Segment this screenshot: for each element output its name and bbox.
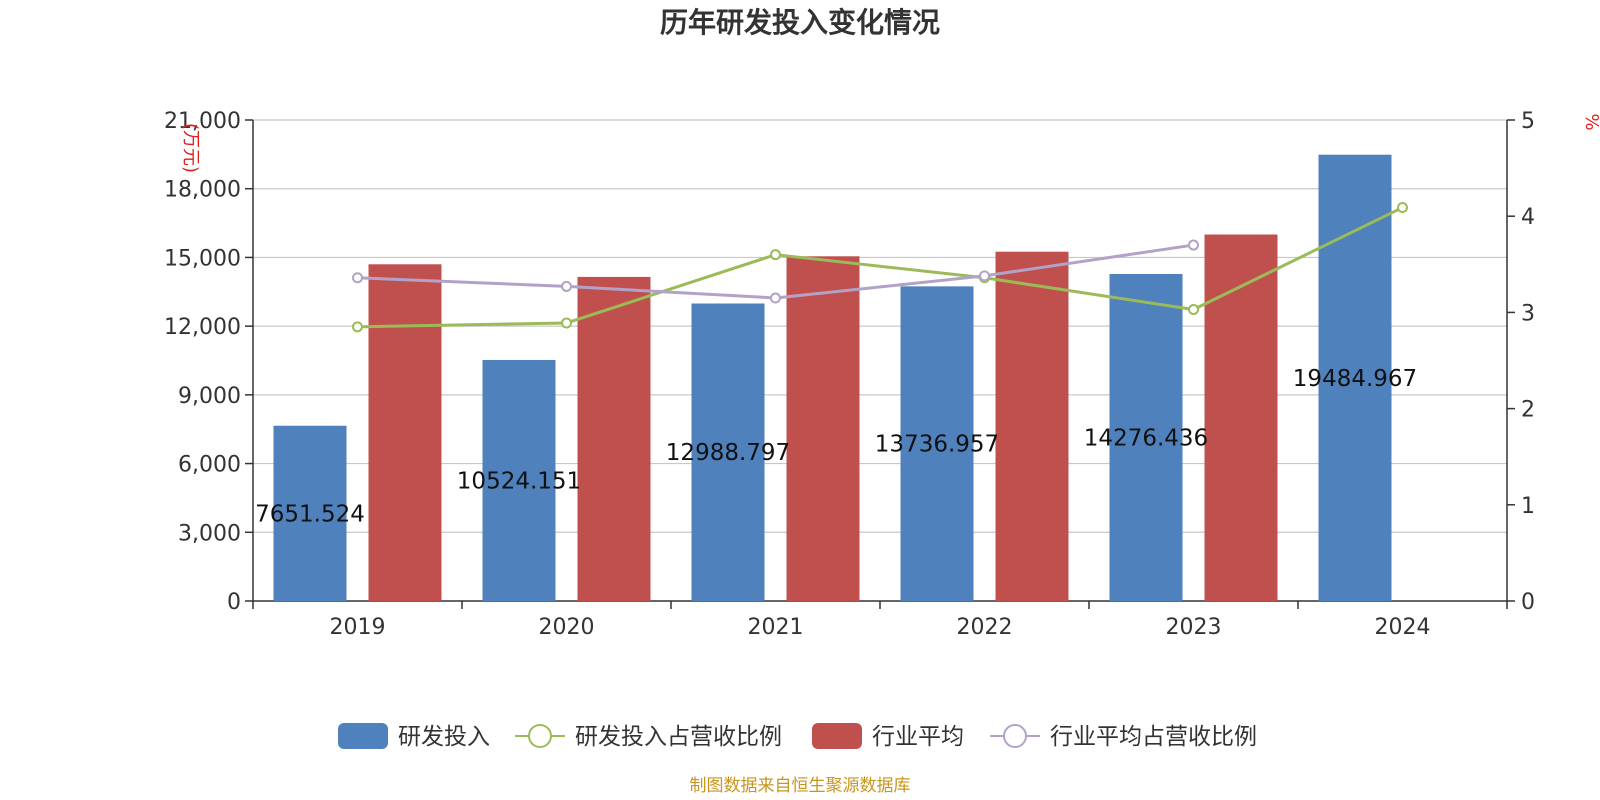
chart-title: 历年研发投入变化情况 [660,6,940,39]
data-label: 12988.797 [666,440,790,466]
x-tick-label: 2024 [1375,615,1431,640]
data-label: 14276.436 [1084,426,1208,452]
legend: 研发投入 研发投入占营收比例 行业平均 行业平均占营收比例 [338,723,1257,750]
bar-industry [786,256,860,601]
legend-label: 研发投入占营收比例 [575,724,782,750]
line-point [352,321,363,333]
lines [352,202,1408,333]
legend-swatch [812,723,862,749]
legend-swatch [338,723,388,749]
bar-rd [273,425,347,601]
right-tick-label: 3 [1521,301,1535,326]
bar-rd [482,359,556,601]
left-tick-label: 15,000 [164,246,241,271]
bar-rd [691,303,765,601]
legend-label: 行业平均 [872,724,964,750]
bar-industry [368,264,442,601]
line-point [1397,202,1408,214]
right-tick-label: 5 [1521,109,1535,134]
x-tick-label: 2023 [1166,615,1222,640]
right-tick-label: 2 [1521,398,1535,423]
legend-label: 研发投入 [398,724,490,750]
right-tick-label: 1 [1521,494,1535,519]
right-axis-unit: % [1581,113,1600,130]
right-tick-label: 0 [1521,590,1535,615]
line-point [979,270,990,282]
line-point [561,317,572,329]
bar-rd [900,286,974,601]
line-point [770,249,781,261]
data-label: 10524.151 [457,468,581,494]
legend-label: 行业平均占营收比例 [1050,724,1257,750]
line-point [770,292,781,304]
data-label: 19484.967 [1293,366,1417,392]
bar-industry [1204,234,1278,601]
line-point [1188,304,1199,316]
legend-swatch-marker [1003,724,1027,748]
data-labels: 7651.524 10524.151 12988.797 13736.957 14276… [255,366,1417,528]
bars [273,154,1392,601]
bar-industry [577,276,651,601]
left-tick-label: 9,000 [178,384,241,409]
line-point [352,272,363,284]
line-point [561,280,572,292]
legend-swatch-marker [528,724,552,748]
left-axis-unit: (万元) [180,123,201,173]
left-tick-label: 18,000 [164,178,241,203]
left-tick-label: 12,000 [164,315,241,340]
x-tick-label: 2021 [748,615,804,640]
right-tick-label: 4 [1521,205,1535,230]
left-tick-label: 3,000 [178,521,241,546]
data-label: 7651.524 [255,501,365,527]
source-note: 制图数据来自恒生聚源数据库 [690,776,911,796]
bar-industry [995,251,1069,601]
x-tick-label: 2020 [539,615,595,640]
line-series [357,206,1404,329]
data-label: 13736.957 [875,432,999,458]
left-tick-label: 6,000 [178,453,241,478]
axes: 0 3,000 6,000 9,000 12,000 15,000 18,000 21,000… [164,109,1535,640]
x-tick-label: 2022 [957,615,1013,640]
bar-rd [1109,274,1183,601]
x-tick-label: 2019 [330,615,386,640]
left-tick-label: 21,000 [164,109,241,134]
left-tick-label: 0 [227,590,241,615]
line-point [1188,239,1199,251]
